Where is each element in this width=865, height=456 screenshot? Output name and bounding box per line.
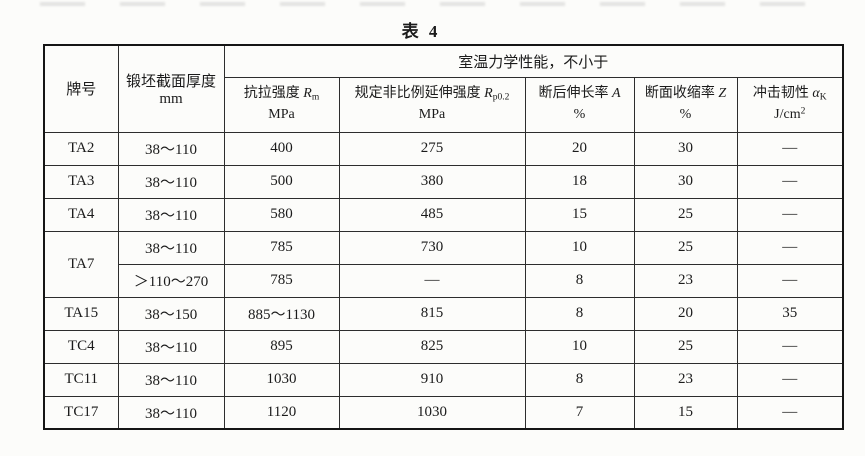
header-elongation: 断后伸长率 A % [524,76,635,133]
cell-rp02: — [338,263,526,298]
table-row: TA7 38～110 785 730 10 25 — [43,230,844,298]
header-elongation-unit: % [573,106,586,122]
cell-ak: — [736,131,844,166]
cell-rm: 785 [223,263,340,298]
cell-brand: TA2 [43,131,119,166]
scan-artifact [40,2,810,6]
cell-rp02: 815 [338,296,526,331]
cell-brand: TA4 [43,197,119,232]
header-proof-strength: 规定非比例延伸强度 Rp0.2 MPa [338,76,526,133]
cell-rp02: 730 [338,230,526,265]
cell-brand: TA3 [43,164,119,199]
header-row-sub: 抗拉强度 Rm MPa 规定非比例延伸强度 Rp0.2 MPa 断后伸长率 A … [44,76,844,133]
cell-a: 18 [524,164,635,199]
cell-brand: TC4 [43,329,119,364]
cell-brand: TA15 [43,296,119,331]
cell-thickness: ＞110～270 [117,263,225,298]
table-row: TC11 38～110 1030 910 8 23 — [43,362,844,397]
header-thickness-line1: 锻坯截面厚度 [125,73,216,90]
cell-ak: — [736,230,844,265]
table-row: TA3 38～110 500 380 18 30 — [43,164,844,199]
cell-rm: 895 [223,329,340,364]
header-proof-unit: MPa [418,106,446,122]
cell-ak: 35 [736,296,844,331]
cell-thickness: 38～110 [117,197,225,232]
table-row: TA15 38～150 885～1130 815 8 20 35 [43,296,844,331]
cell-z: 23 [633,263,738,298]
header-thickness: 锻坯截面厚度 mm [117,44,225,133]
header-impact-toughness: 冲击韧性 αK J/cm2 [736,76,844,133]
header-tensile-strength: 抗拉强度 Rm MPa [223,76,340,133]
cell-rm: 785 [223,230,340,265]
cell-rm: 1030 [223,362,340,397]
cell-ak: — [736,197,844,232]
cell-ak: — [736,164,844,199]
cell-z: 25 [633,230,738,265]
table-row: TA4 38～110 580 485 15 25 — [43,197,844,232]
cell-a: 8 [524,263,635,298]
header-thickness-line2: mm [159,90,183,107]
cell-thickness: 38～110 [117,230,225,265]
header-brand: 牌号 [43,44,119,133]
header-reduction-of-area: 断面收缩率 Z % [633,76,738,133]
cell-thickness: 38～150 [117,296,225,331]
cell-a: 10 [524,329,635,364]
cell-rm: 580 [223,197,340,232]
cell-z: 15 [633,395,738,430]
cell-thickness: 38～110 [117,329,225,364]
cell-rp02: 275 [338,131,526,166]
cell-z: 25 [633,329,738,364]
table-row: TC17 38～110 1120 1030 7 15 — [43,395,844,430]
header-reduction-unit: % [679,106,692,122]
table-row: TC4 38～110 895 825 10 25 — [43,329,844,364]
cell-a: 20 [524,131,635,166]
cell-thickness: 38～110 [117,164,225,199]
page-title: 表 4 [401,22,441,41]
cell-z: 23 [633,362,738,397]
cell-rm: 885～1130 [223,296,340,331]
cell-a: 10 [524,230,635,265]
cell-rp02: 485 [338,197,526,232]
cell-thickness: 38～110 [117,131,225,166]
cell-thickness: 38～110 [117,395,225,430]
cell-rm: 1120 [223,395,340,430]
table-row: ＞110～270 785 — 8 23 — [44,263,844,298]
cell-brand: TC17 [43,395,119,430]
cell-brand: TA7 [43,230,119,298]
cell-z: 20 [633,296,738,331]
cell-a: 7 [524,395,635,430]
cell-rp02: 380 [338,164,526,199]
cell-ak: — [736,263,844,298]
header-group-room-temp: 室温力学性能，不小于 [223,44,844,78]
cell-z: 25 [633,197,738,232]
cell-z: 30 [633,131,738,166]
cell-rp02: 1030 [338,395,526,430]
header-row-group: 牌号 锻坯截面厚度 mm 室温力学性能，不小于 [43,44,844,133]
table-row: TA2 38～110 400 275 20 30 — [43,131,844,166]
cell-rp02: 910 [338,362,526,397]
cell-ak: — [736,329,844,364]
header-tensile-unit: MPa [268,106,295,122]
cell-rm: 500 [223,164,340,199]
cell-a: 8 [524,296,635,331]
cell-ak: — [736,395,844,430]
cell-brand: TC11 [43,362,119,397]
mechanical-properties-table: 牌号 锻坯截面厚度 mm 室温力学性能，不小于 抗拉强度 Rm MPa 规定非比… [43,44,845,430]
cell-rm: 400 [223,131,340,166]
cell-ak: — [736,362,844,397]
cell-rp02: 825 [338,329,526,364]
cell-a: 15 [524,197,635,232]
cell-thickness: 38～110 [117,362,225,397]
cell-a: 8 [524,362,635,397]
cell-z: 30 [633,164,738,199]
